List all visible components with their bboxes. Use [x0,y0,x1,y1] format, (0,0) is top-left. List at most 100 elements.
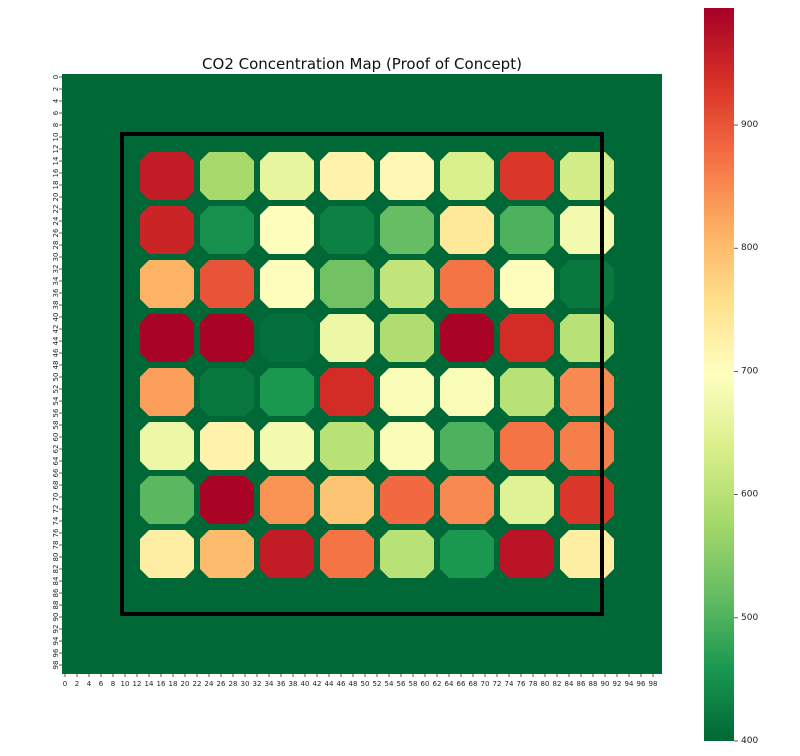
sensor-cell-r6-c3 [320,476,374,524]
colorbar-tick-label: 800 [741,243,758,253]
y-tick-label: 10 [52,133,60,142]
sensor-cell-r5-c7 [560,422,614,470]
x-tick-label: 50 [361,680,370,688]
sensor-cell-r3-c7 [560,314,614,362]
sensor-cell-r0-c4 [380,152,434,200]
y-tick-label: 68 [52,481,60,490]
y-axis-ticks: 0246810121416182022242628303234363840424… [52,75,62,669]
sensor-cell-r7-c7 [560,530,614,578]
y-tick-label: 52 [52,385,60,394]
sensor-cell-r1-c4 [380,206,434,254]
y-tick-label: 50 [52,373,60,382]
x-tick-label: 70 [481,680,490,688]
sensor-cell-r0-c0 [140,152,194,200]
sensor-blobs [140,152,614,578]
y-tick-label: 82 [52,565,60,574]
sensor-cell-r6-c4 [380,476,434,524]
y-tick-label: 80 [52,553,60,562]
room-outline [120,132,604,616]
y-tick-label: 48 [52,361,60,370]
colorbar-tick-label: 700 [741,366,758,376]
x-tick-label: 80 [541,680,550,688]
sensor-cell-r0-c1 [200,152,254,200]
sensor-cell-r5-c2 [260,422,314,470]
x-tick-label: 24 [205,680,214,688]
sensor-cell-r2-c3 [320,260,374,308]
x-tick-label: 36 [277,680,286,688]
y-tick-label: 54 [52,396,60,405]
x-tick-label: 86 [577,680,586,688]
y-tick-label: 6 [52,110,60,115]
x-tick-label: 76 [517,680,526,688]
sensor-cell-r5-c4 [380,422,434,470]
sensor-cell-r7-c3 [320,530,374,578]
sensor-cell-r7-c1 [200,530,254,578]
sensor-cell-r0-c6 [500,152,554,200]
sensor-cell-r6-c1 [200,476,254,524]
x-tick-label: 92 [613,680,622,688]
sensor-cell-r7-c6 [500,530,554,578]
y-tick-label: 84 [52,576,60,585]
x-tick-label: 96 [637,680,646,688]
sensor-cell-r4-c4 [380,368,434,416]
x-axis-ticks: 0 2 4 6 8 10 12 14 16 18 20 22 24 26 28 30 32 34 36 38 40 42 4… [63,674,658,688]
y-tick-label: 0 [52,75,60,79]
colorbar-tick-label: 600 [741,490,758,500]
y-tick-label: 62 [52,445,60,454]
sensor-cell-r2-c1 [200,260,254,308]
x-tick-label: 72 [493,680,502,688]
y-tick-label: 60 [52,433,60,442]
y-tick-label: 44 [52,336,60,345]
sensor-cell-r7-c5 [440,530,494,578]
sensor-cell-r4-c0 [140,368,194,416]
y-tick-label: 12 [52,145,60,154]
y-tick-label: 76 [52,528,60,537]
sensor-cell-r0-c7 [560,152,614,200]
sensor-cell-r6-c7 [560,476,614,524]
sensor-cell-r6-c2 [260,476,314,524]
sensor-cell-r5-c1 [200,422,254,470]
x-tick-label: 12 [133,680,142,688]
sensor-cell-r5-c5 [440,422,494,470]
sensor-cell-r1-c6 [500,206,554,254]
x-tick-label: 18 [169,680,178,688]
x-tick-label: 14 [145,680,154,688]
sensor-cell-r4-c3 [320,368,374,416]
y-tick-label: 14 [52,156,60,165]
sensor-cell-r4-c1 [200,368,254,416]
y-tick-label: 58 [52,421,60,430]
colorbar-tick-label: 400 [741,736,758,746]
x-tick-label: 62 [433,680,442,688]
sensor-cell-r3-c6 [500,314,554,362]
sensor-cell-r0-c2 [260,152,314,200]
y-tick-label: 38 [52,301,60,310]
y-tick-label: 20 [52,193,60,202]
y-tick-label: 86 [52,588,60,597]
y-tick-label: 90 [52,613,60,622]
x-tick-label: 52 [373,680,382,688]
x-tick-label: 78 [529,680,538,688]
sensor-cell-r1-c0 [140,206,194,254]
y-tick-label: 74 [52,516,60,525]
sensor-cell-r1-c2 [260,206,314,254]
x-tick-label: 32 [253,680,262,688]
y-tick-label: 26 [52,228,60,237]
y-tick-label: 88 [52,601,60,610]
sensor-cell-r1-c1 [200,206,254,254]
y-tick-label: 92 [52,625,60,634]
sensor-cell-r3-c2 [260,314,314,362]
x-tick-label: 94 [625,680,634,688]
x-tick-label: 48 [349,680,358,688]
x-tick-label: 34 [265,680,274,688]
chart-title: CO2 Concentration Map (Proof of Concept) [202,55,522,73]
x-tick-label: 40 [301,680,310,688]
x-tick-label: 20 [181,680,190,688]
sensor-cell-r4-c6 [500,368,554,416]
sensor-cell-r3-c4 [380,314,434,362]
sensor-cell-r1-c7 [560,206,614,254]
x-tick-label: 90 [601,680,610,688]
x-tick-label: 4 [87,680,92,688]
y-tick-label: 32 [52,265,60,274]
x-tick-label: 98 [649,680,658,688]
